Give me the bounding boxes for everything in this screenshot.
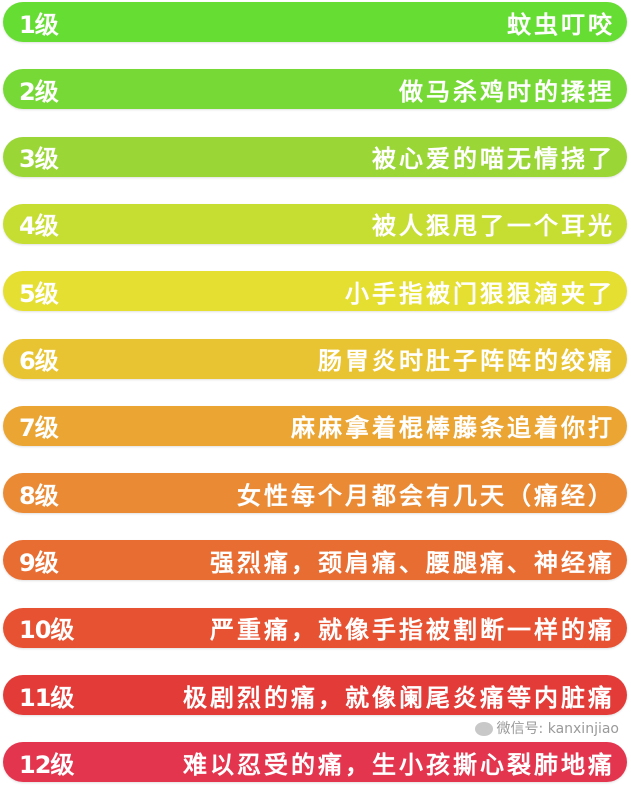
level-description: 小手指被门狠狠滴夹了 [345,279,615,308]
pain-level-bar: 8级 女性每个月都会有几天（痛经） [3,473,627,514]
level-label: 9级 [19,548,59,577]
level-label: 2级 [19,77,59,106]
level-label: 8级 [19,481,59,510]
level-description: 蚊虫叮咬 [507,10,615,39]
level-label: 4级 [19,212,59,241]
watermark-text: 微信号: kanxinjiao [496,721,619,737]
pain-level-bar: 3级 被心爱的喵无情挠了 [3,136,627,177]
wechat-icon [474,722,493,736]
pain-level-bar: 9级 强烈痛，颈肩痛、腰腿痛、神经痛 [3,540,627,581]
pain-level-bar: 11级 极剧烈的痛，就像阑尾炎痛等内脏痛 [3,675,627,715]
pain-level-bar: 10级 严重痛，就像手指被割断一样的痛 [3,607,627,648]
pain-level-bar: 1级 蚊虫叮咬 [3,2,627,42]
level-label: 3级 [19,145,59,174]
pain-level-bar: 5级 小手指被门狠狠滴夹了 [3,271,627,312]
pain-level-bar: 12级 难以忍受的痛，生小孩撕心裂肺地痛 [3,742,627,783]
level-description: 强烈痛，颈肩痛、腰腿痛、神经痛 [210,548,615,577]
level-description: 严重痛，就像手指被割断一样的痛 [210,616,615,645]
pain-level-bar: 6级 肠胃炎时肚子阵阵的绞痛 [3,338,627,379]
pain-level-bar: 2级 做马杀鸡时的揉捏 [3,69,627,110]
level-description: 被人狠甩了一个耳光 [372,212,615,241]
level-label: 10级 [19,616,74,645]
watermark: 微信号: kanxinjiao [474,719,619,739]
level-label: 1级 [19,10,59,39]
pain-level-bar: 4级 被人狠甩了一个耳光 [3,203,627,244]
level-description: 难以忍受的痛，生小孩撕心裂肺地痛 [183,750,615,779]
level-description: 被心爱的喵无情挠了 [372,145,615,174]
level-label: 12级 [19,750,74,779]
pain-level-bar: 7级 麻麻拿着棍棒藤条追着你打 [3,405,627,446]
level-description: 极剧烈的痛，就像阑尾炎痛等内脏痛 [183,683,615,712]
level-label: 5级 [19,279,59,308]
level-label: 6级 [19,347,59,375]
level-label: 11级 [19,683,74,712]
level-description: 麻麻拿着棍棒藤条追着你打 [291,414,615,443]
level-label: 7级 [19,414,59,443]
level-description: 女性每个月都会有几天（痛经） [237,481,615,510]
level-description: 做马杀鸡时的揉捏 [399,77,615,106]
level-description: 肠胃炎时肚子阵阵的绞痛 [318,347,615,375]
